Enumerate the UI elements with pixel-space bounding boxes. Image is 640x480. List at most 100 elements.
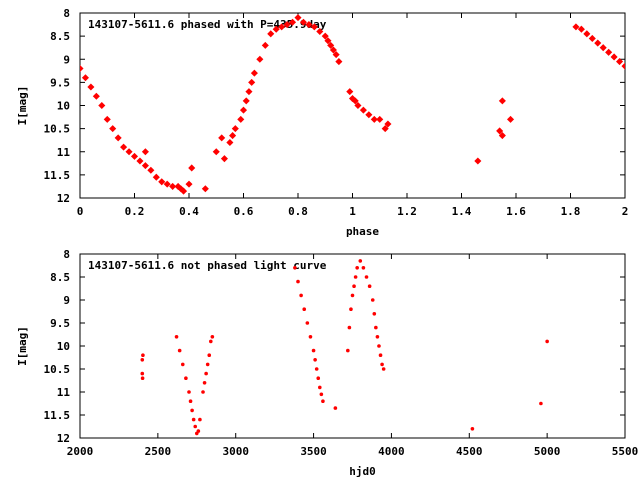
data-point xyxy=(231,125,239,133)
data-point xyxy=(333,406,338,410)
y-tick-label: 8 xyxy=(63,248,70,261)
data-point xyxy=(136,157,144,165)
data-point xyxy=(539,401,543,406)
data-point xyxy=(370,298,375,302)
data-point xyxy=(103,115,111,123)
data-point xyxy=(218,134,226,142)
x-tick-label: 0.4 xyxy=(179,205,199,218)
y-tick-label: 9 xyxy=(63,294,70,307)
chart-title: 143107-5611.6 not phased light curve xyxy=(88,259,327,272)
x-tick-label: 5500 xyxy=(612,445,639,458)
data-point xyxy=(267,30,275,38)
data-point xyxy=(174,335,179,339)
data-point xyxy=(583,30,591,38)
data-point xyxy=(316,27,324,36)
data-point xyxy=(474,157,482,165)
x-tick-label: 0.6 xyxy=(234,205,254,218)
data-point xyxy=(239,106,248,114)
data-point xyxy=(496,127,504,135)
data-point xyxy=(220,155,228,163)
data-point xyxy=(190,408,194,413)
data-point xyxy=(205,362,210,367)
data-point xyxy=(350,293,355,298)
plot-frame xyxy=(79,12,626,199)
data-point xyxy=(507,115,515,123)
data-point xyxy=(335,58,343,66)
data-point xyxy=(283,21,291,29)
data-point xyxy=(347,325,352,330)
data-point xyxy=(294,14,302,22)
chart-title: 143107-5611.6 phased with P=435.9day xyxy=(88,18,327,31)
data-point xyxy=(359,106,367,114)
data-point xyxy=(349,307,353,312)
data-point xyxy=(141,148,149,156)
x-tick-label: 4500 xyxy=(456,445,483,458)
y-tick-label: 8 xyxy=(63,7,70,20)
data-point xyxy=(296,279,300,284)
data-point xyxy=(202,381,207,385)
y-tick-label: 11 xyxy=(57,146,71,159)
data-point xyxy=(384,120,392,128)
data-point xyxy=(169,182,177,190)
y-tick-label: 11.5 xyxy=(44,169,71,182)
data-point xyxy=(140,371,145,376)
data-point xyxy=(87,83,95,91)
data-point xyxy=(248,78,256,86)
data-point xyxy=(147,166,155,174)
data-point xyxy=(545,339,549,344)
data-point xyxy=(207,353,212,358)
data-point xyxy=(237,115,245,123)
data-point xyxy=(80,64,84,73)
data-point xyxy=(201,390,205,394)
data-point xyxy=(314,367,319,371)
data-point xyxy=(313,358,317,362)
data-point xyxy=(245,88,253,96)
x-tick-label: 0.2 xyxy=(125,205,145,218)
data-point xyxy=(302,307,307,312)
data-point xyxy=(381,125,389,133)
data-point xyxy=(352,284,356,289)
data-point xyxy=(261,41,269,49)
data-point xyxy=(498,97,506,105)
data-point xyxy=(594,39,602,47)
data-point xyxy=(92,92,100,100)
y-tick-label: 8.5 xyxy=(50,271,70,284)
y-tick-label: 12 xyxy=(57,432,70,445)
data-point xyxy=(310,23,318,31)
x-tick-label: 2 xyxy=(622,205,629,218)
x-tick-label: 0.8 xyxy=(288,205,308,218)
data-point xyxy=(188,164,196,172)
y-tick-label: 12 xyxy=(57,192,70,205)
data-point xyxy=(140,376,145,381)
data-point xyxy=(380,362,384,367)
data-point xyxy=(377,344,381,348)
data-point xyxy=(361,266,366,270)
x-axis-label: hjd0 xyxy=(349,465,376,478)
data-point xyxy=(308,335,313,339)
x-tick-label: 1.8 xyxy=(561,205,581,218)
data-point xyxy=(318,385,322,390)
data-point xyxy=(364,275,369,279)
data-point xyxy=(98,101,106,110)
data-point xyxy=(81,74,89,82)
data-point xyxy=(204,371,208,376)
data-point xyxy=(367,284,372,289)
data-point xyxy=(299,293,303,298)
data-point xyxy=(196,429,201,433)
x-tick-label: 3000 xyxy=(222,445,249,458)
x-tick-label: 2000 xyxy=(67,445,94,458)
data-point xyxy=(184,376,188,381)
data-point xyxy=(278,23,286,31)
data-point xyxy=(372,312,377,316)
y-axis-label: I[mag] xyxy=(16,86,29,126)
data-point xyxy=(381,367,386,371)
x-tick-label: 3500 xyxy=(300,445,327,458)
data-points xyxy=(80,14,625,195)
data-point xyxy=(378,353,383,358)
plot-frame xyxy=(79,253,626,439)
y-axis-label: I[mag] xyxy=(16,326,29,366)
x-tick-label: 1.6 xyxy=(506,205,526,218)
data-point xyxy=(610,53,618,61)
data-point xyxy=(311,348,316,353)
